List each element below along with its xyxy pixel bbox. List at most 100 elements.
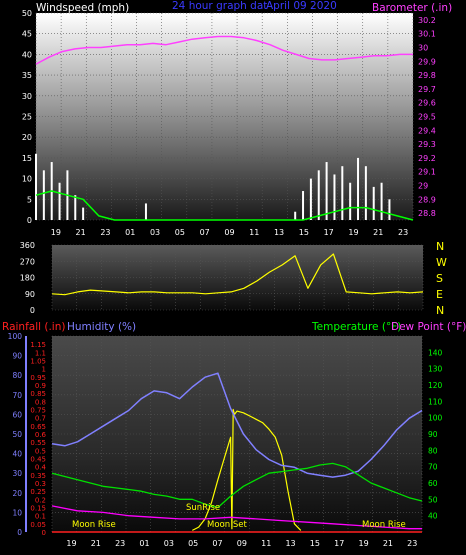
rainfall-tick-label: 0.25 bbox=[30, 488, 46, 496]
rainfall-tick-label: 0.7 bbox=[35, 415, 46, 423]
graph-date: April 09 2020 bbox=[266, 0, 337, 12]
y-tick-label: 29.4 bbox=[418, 126, 436, 135]
wind-direction-line bbox=[51, 253, 424, 296]
dewpoint-series bbox=[51, 505, 422, 530]
y-tick-label: 45 bbox=[22, 30, 32, 39]
rainfall-axis-ticks: 00.050.10.150.20.250.30.350.40.450.50.55… bbox=[30, 341, 46, 537]
dewpoint-label: Dew Point (°F) bbox=[391, 321, 466, 333]
windspeed-axis-ticks: 0 5 10 15 20 25 30 35 40 45 50 bbox=[22, 9, 32, 225]
rainfall-tick-label: 0.8 bbox=[35, 398, 46, 406]
panel3-background bbox=[52, 336, 422, 532]
temperature-tick-label: 80 bbox=[428, 446, 438, 455]
panel2-grid bbox=[51, 244, 424, 311]
rainfall-tick-label: 0.5 bbox=[35, 447, 46, 455]
barometer-axis-ticks: 28.8 28.9 29 29.1 29.2 29.3 29.4 29.5 29.6 29.7 29… bbox=[418, 16, 436, 218]
wind-average-series bbox=[35, 190, 414, 221]
rainfall-tick-label: 0.45 bbox=[30, 456, 46, 464]
compass-letter: N bbox=[436, 240, 444, 253]
y-tick-label: 29.5 bbox=[418, 113, 436, 122]
rainfall-tick-label: 0.05 bbox=[30, 521, 46, 529]
panel1-background bbox=[36, 13, 413, 220]
rainfall-tick-label: 0.85 bbox=[30, 390, 46, 398]
x-tick-label: 01 bbox=[125, 228, 135, 237]
temperature-tick-label: 140 bbox=[428, 348, 443, 357]
y-tick-label: 15 bbox=[22, 154, 32, 163]
rainfall-tick-label: 0.3 bbox=[35, 480, 46, 488]
y-tick-label: 50 bbox=[22, 9, 32, 18]
moonrise-label: Moon Rise bbox=[72, 520, 116, 530]
rainfall-tick-label: 0.75 bbox=[30, 407, 46, 415]
rainfall-tick-label: 0 bbox=[42, 529, 46, 537]
y-tick-label: 29 bbox=[418, 182, 428, 191]
x-tick-label: 15 bbox=[299, 228, 309, 237]
temperature-tick-label: 110 bbox=[428, 397, 443, 406]
temperature-series bbox=[51, 462, 423, 509]
solar-series bbox=[192, 408, 302, 531]
x-tick-label: 17 bbox=[334, 539, 344, 548]
y-tick-label: 30 bbox=[418, 44, 428, 53]
temperature-line bbox=[51, 462, 423, 509]
sunrise-label: SunRise bbox=[186, 503, 220, 513]
y-tick-label: 29.2 bbox=[418, 154, 436, 163]
y-tick-label: 40 bbox=[22, 50, 32, 59]
rainfall-tick-label: 1 bbox=[42, 366, 46, 374]
barometer-line bbox=[35, 35, 413, 65]
rainfall-tick-label: 0.65 bbox=[30, 423, 46, 431]
x-tick-label: 05 bbox=[188, 539, 198, 548]
temperature-label: Temperature (°F) bbox=[311, 321, 401, 333]
x-tick-label: 19 bbox=[348, 228, 358, 237]
rainfall-tick-label: 1.05 bbox=[30, 358, 46, 366]
barometer-label: Barometer (.in) bbox=[372, 2, 452, 14]
direction-axis-ticks: 0 90 180 270 360 bbox=[20, 241, 35, 315]
y-tick-label: 30 bbox=[22, 92, 32, 101]
y-tick-label: 29.3 bbox=[418, 140, 436, 149]
y-tick-label: 360 bbox=[20, 241, 35, 250]
x-tick-label: 21 bbox=[76, 228, 86, 237]
x-tick-label: 21 bbox=[91, 539, 101, 548]
humidity-tick-label: 40 bbox=[12, 450, 22, 459]
y-tick-label: 29.6 bbox=[418, 99, 436, 108]
x-tick-label: 23 bbox=[407, 539, 417, 548]
x-tick-label: 09 bbox=[224, 228, 234, 237]
y-tick-label: 25 bbox=[22, 113, 32, 122]
panel3-x-ticks: 19 21 23 01 03 05 07 09 11 13 15 17 19 21 23 bbox=[66, 539, 417, 548]
rainfall-tick-label: 0.9 bbox=[35, 382, 46, 390]
y-tick-label: 30.1 bbox=[418, 30, 436, 39]
temperature-tick-label: 120 bbox=[428, 381, 443, 390]
y-tick-label: 270 bbox=[20, 257, 35, 266]
humidity-axis-ticks: 0 10 20 30 40 50 60 70 80 90 100 bbox=[8, 332, 27, 537]
y-tick-label: 29.9 bbox=[418, 57, 436, 66]
temperature-tick-label: 100 bbox=[428, 414, 443, 423]
wind-direction-panel: 0 90 180 270 360 N W S E N bbox=[20, 240, 447, 317]
y-tick-label: 29.1 bbox=[418, 168, 436, 177]
humidity-label: Humidity (%) bbox=[67, 321, 136, 333]
rainfall-tick-label: 0.2 bbox=[35, 496, 46, 504]
x-tick-label: 13 bbox=[274, 228, 284, 237]
compass-letter: E bbox=[436, 288, 443, 301]
humidity-tick-label: 80 bbox=[12, 371, 22, 380]
windspeed-series bbox=[35, 153, 391, 220]
y-tick-label: 5 bbox=[27, 195, 32, 204]
x-tick-label: 15 bbox=[310, 539, 320, 548]
rainfall-tick-label: 0.4 bbox=[35, 464, 47, 472]
humidity-tick-label: 100 bbox=[8, 332, 23, 341]
x-tick-label: 23 bbox=[115, 539, 125, 548]
x-tick-label: 07 bbox=[200, 228, 210, 237]
x-tick-label: 03 bbox=[164, 539, 174, 548]
moonrise-label: Moon Rise bbox=[362, 520, 406, 530]
humidity-tick-label: 50 bbox=[12, 430, 22, 439]
y-tick-label: 10 bbox=[22, 175, 32, 184]
y-tick-label: 0 bbox=[27, 216, 32, 225]
rainfall-tick-label: 0.35 bbox=[30, 472, 46, 480]
y-tick-label: 35 bbox=[22, 71, 32, 80]
y-tick-label: 29.7 bbox=[418, 85, 436, 94]
x-tick-label: 07 bbox=[212, 539, 222, 548]
x-tick-label: 05 bbox=[175, 228, 185, 237]
x-tick-label: 23 bbox=[100, 228, 110, 237]
x-tick-label: 19 bbox=[66, 539, 76, 548]
solar-line bbox=[192, 408, 302, 531]
compass-letter: W bbox=[436, 256, 447, 269]
temperature-tick-label: 60 bbox=[428, 479, 438, 488]
